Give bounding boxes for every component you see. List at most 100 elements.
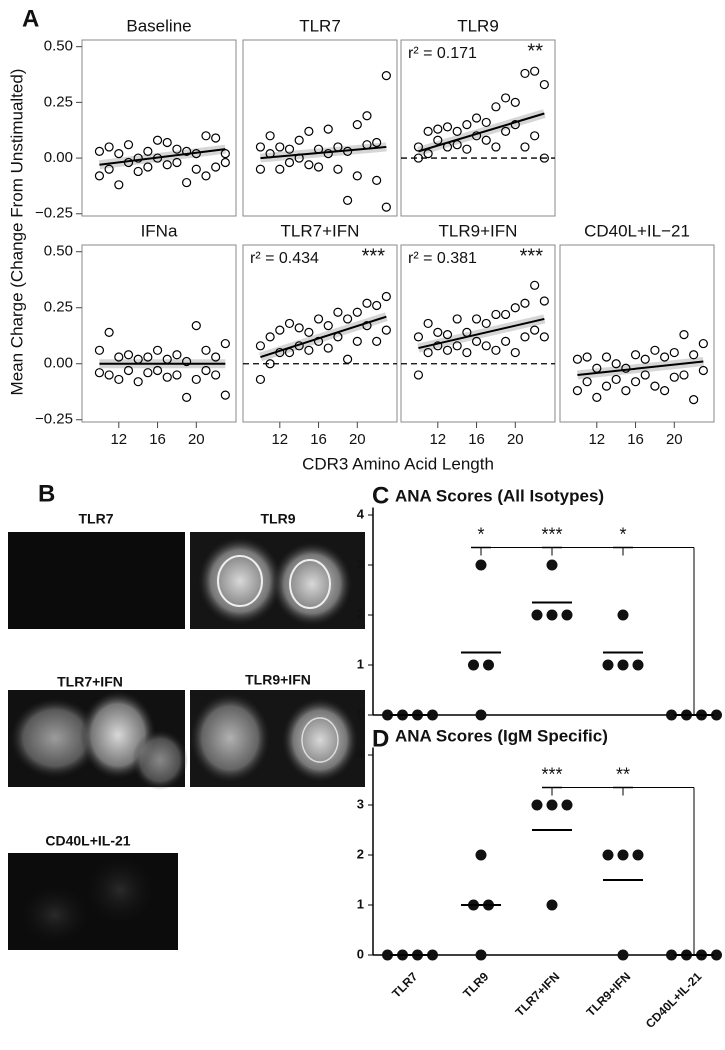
point xyxy=(501,336,511,346)
point xyxy=(211,133,221,143)
point xyxy=(481,135,491,145)
panel-frame xyxy=(81,244,237,423)
point xyxy=(143,352,153,362)
y-tick-label: 4 xyxy=(357,746,365,761)
point xyxy=(650,345,660,355)
x-tick-label: 20 xyxy=(349,431,366,448)
point xyxy=(582,352,592,362)
point xyxy=(660,386,670,396)
point xyxy=(143,368,153,378)
point xyxy=(442,345,453,355)
point xyxy=(133,166,143,177)
significance: * xyxy=(619,524,626,544)
point xyxy=(294,323,304,333)
point xyxy=(201,131,211,141)
point xyxy=(123,140,134,150)
point xyxy=(452,341,462,351)
point xyxy=(114,374,124,385)
y-tick-label: 1 xyxy=(357,896,364,911)
point xyxy=(265,359,275,369)
point xyxy=(491,142,501,152)
point xyxy=(211,370,221,380)
dot xyxy=(632,849,644,861)
panel-frame xyxy=(81,39,237,217)
point xyxy=(275,164,285,174)
point xyxy=(501,126,511,136)
dot xyxy=(531,609,543,621)
point xyxy=(294,135,304,145)
y-tick-label: 2 xyxy=(357,846,364,861)
point xyxy=(114,149,124,159)
point xyxy=(630,350,641,360)
point xyxy=(275,325,285,335)
point xyxy=(372,300,382,311)
dot xyxy=(483,659,494,671)
point xyxy=(679,330,689,340)
significance: *** xyxy=(541,764,562,784)
point xyxy=(611,374,621,385)
significance: ** xyxy=(616,764,630,784)
point xyxy=(220,157,230,168)
point xyxy=(423,318,433,329)
point xyxy=(104,164,114,174)
point xyxy=(689,394,699,405)
point xyxy=(433,327,443,337)
panel-frame xyxy=(242,39,398,217)
point xyxy=(323,343,333,353)
point xyxy=(640,354,650,364)
point xyxy=(172,157,182,168)
x-tick-label: 20 xyxy=(507,431,524,448)
point xyxy=(660,352,670,362)
point xyxy=(265,332,275,342)
point xyxy=(698,338,708,349)
point xyxy=(211,162,221,172)
dot xyxy=(475,559,487,571)
point xyxy=(481,318,491,329)
point xyxy=(352,307,362,317)
dot xyxy=(711,709,722,721)
dot xyxy=(546,899,558,911)
panel-title: CD40L+IL−21 xyxy=(584,221,690,240)
point xyxy=(333,307,343,317)
panel-frame xyxy=(559,244,715,423)
point xyxy=(452,314,462,324)
point xyxy=(191,374,201,385)
point xyxy=(323,124,333,134)
x-tick-label: 16 xyxy=(149,431,166,448)
point xyxy=(162,137,172,148)
dot xyxy=(617,949,629,961)
point xyxy=(381,71,391,81)
point xyxy=(352,120,362,130)
image-label: TLR9+IFN xyxy=(245,672,311,688)
y-tick-label: 3 xyxy=(357,796,364,811)
point xyxy=(462,144,472,154)
point xyxy=(352,171,362,181)
significance: * xyxy=(477,524,484,544)
point xyxy=(510,347,520,358)
r-squared: r² = 0.434 xyxy=(250,250,319,267)
point xyxy=(201,365,211,376)
x-tick-label: 12 xyxy=(588,431,605,448)
dot xyxy=(617,659,629,671)
panel-letter: C xyxy=(372,482,389,509)
dot xyxy=(546,799,558,811)
point xyxy=(191,321,201,331)
point xyxy=(442,330,453,340)
point xyxy=(333,164,343,174)
point xyxy=(413,153,424,163)
point xyxy=(343,314,353,324)
point xyxy=(182,392,192,402)
fit-line xyxy=(260,145,387,160)
point xyxy=(539,153,549,163)
point xyxy=(123,365,134,376)
point xyxy=(520,142,530,152)
point xyxy=(381,325,391,335)
panel-frame xyxy=(400,39,556,217)
image-label: TLR7 xyxy=(79,511,114,527)
y-tick-label: 0 xyxy=(357,706,364,721)
panel-title: TLR9 xyxy=(457,16,499,35)
dot xyxy=(666,949,677,961)
point xyxy=(220,390,230,400)
point xyxy=(491,102,501,112)
point xyxy=(201,171,211,181)
